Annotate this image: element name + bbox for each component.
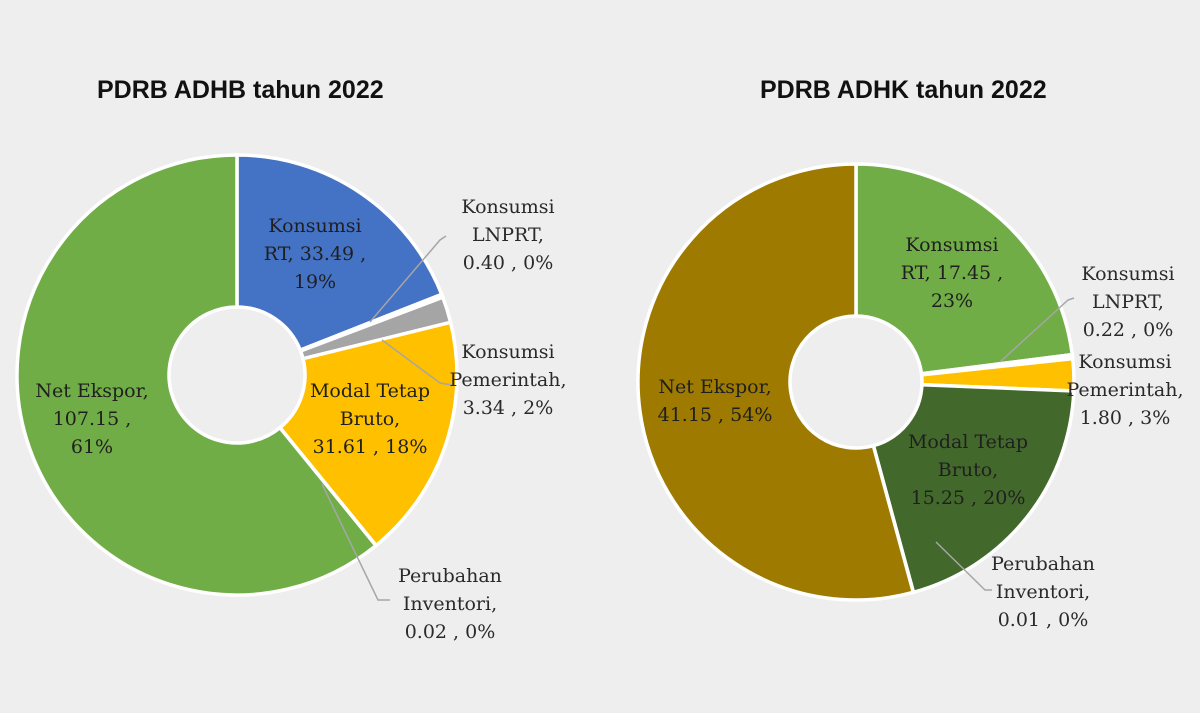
leader-line-konsumsi-pemerintah (381, 339, 453, 386)
chart-title-adhk: PDRB ADHK tahun 2022 (760, 76, 1047, 104)
data-label-konsumsi-rt: Konsumsi RT, 33.49 , 19% (264, 215, 366, 293)
data-label-konsumsi-pemerintah: Konsumsi Pemerintah, 3.34 , 2% (449, 341, 566, 419)
data-label-konsumsi-lnprt: Konsumsi LNPRT, 0.22 , 0% (1081, 263, 1174, 341)
chart-title-adhb: PDRB ADHB tahun 2022 (97, 76, 384, 104)
slice-konsumsi-rt (235, 153, 444, 353)
leader-line-konsumsi-lnprt (999, 297, 1075, 363)
data-label-konsumsi-lnprt: Konsumsi LNPRT, 0.40 , 0% (461, 196, 554, 274)
data-label-net-ekspor: Net Ekspor, 41.15 , 54% (658, 376, 773, 426)
leader-line-perubahan-inventori (935, 541, 992, 591)
data-label-modal-tetap-bruto: Modal Tetap Bruto, 31.61 , 18% (310, 380, 430, 458)
slice-konsumsi-rt (854, 162, 1075, 376)
data-label-perubahan-inventori: Perubahan Inventori, 0.01 , 0% (991, 553, 1095, 631)
data-label-konsumsi-rt: Konsumsi RT, 17.45 , 23% (901, 234, 1003, 312)
data-label-modal-tetap-bruto: Modal Tetap Bruto, 15.25 , 20% (908, 431, 1028, 509)
data-label-net-ekspor: Net Ekspor, 107.15 , 61% (35, 380, 148, 458)
slice-modal-tetap-bruto (277, 320, 459, 548)
data-label-perubahan-inventori: Perubahan Inventori, 0.02 , 0% (398, 565, 502, 643)
leader-line-perubahan-inventori (321, 483, 390, 601)
slice-net-ekspor (636, 162, 916, 602)
slice-modal-tetap-bruto (871, 382, 1076, 595)
slice-net-ekspor (15, 153, 379, 597)
leader-line-konsumsi-lnprt (369, 235, 447, 323)
data-label-konsumsi-pemerintah: Konsumsi Pemerintah, 1.80 , 3% (1066, 351, 1183, 429)
